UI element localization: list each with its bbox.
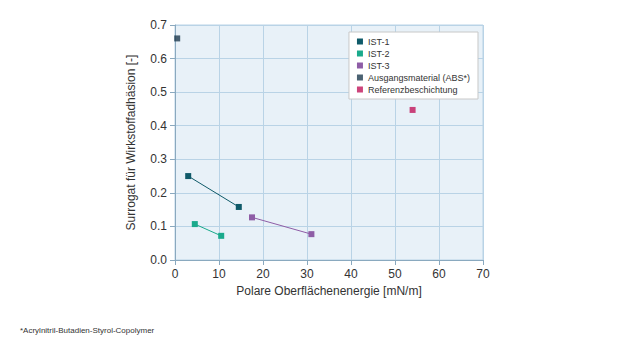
svg-text:0.1: 0.1	[150, 219, 167, 233]
svg-text:20: 20	[256, 267, 270, 281]
svg-text:IST-2: IST-2	[368, 49, 390, 59]
svg-text:Surrogat für Wirkstoffadhäsion: Surrogat für Wirkstoffadhäsion [-]	[124, 55, 138, 231]
svg-text:40: 40	[344, 267, 358, 281]
svg-text:0.4: 0.4	[150, 119, 167, 133]
svg-text:0.6: 0.6	[150, 52, 167, 66]
svg-text:0.3: 0.3	[150, 152, 167, 166]
svg-text:0.5: 0.5	[150, 85, 167, 99]
svg-text:30: 30	[300, 267, 314, 281]
svg-text:10: 10	[212, 267, 226, 281]
svg-text:*Acrylnitril-Butadien-Styrol-C: *Acrylnitril-Butadien-Styrol-Copolymer	[20, 326, 155, 335]
svg-text:IST-1: IST-1	[368, 37, 390, 47]
svg-text:60: 60	[432, 267, 446, 281]
svg-text:IST-3: IST-3	[368, 61, 390, 71]
svg-text:0.2: 0.2	[150, 186, 167, 200]
svg-text:0.0: 0.0	[150, 253, 167, 267]
svg-text:50: 50	[388, 267, 402, 281]
svg-text:Polare Oberflächenenergie [mN/: Polare Oberflächenenergie [mN/m]	[236, 284, 421, 298]
svg-text:Referenzbeschichtung: Referenzbeschichtung	[368, 85, 458, 95]
svg-text:70: 70	[476, 267, 490, 281]
svg-text:0.7: 0.7	[150, 18, 167, 32]
svg-text:0: 0	[172, 267, 179, 281]
svg-text:Ausgangsmaterial (ABS*): Ausgangsmaterial (ABS*)	[368, 73, 470, 83]
